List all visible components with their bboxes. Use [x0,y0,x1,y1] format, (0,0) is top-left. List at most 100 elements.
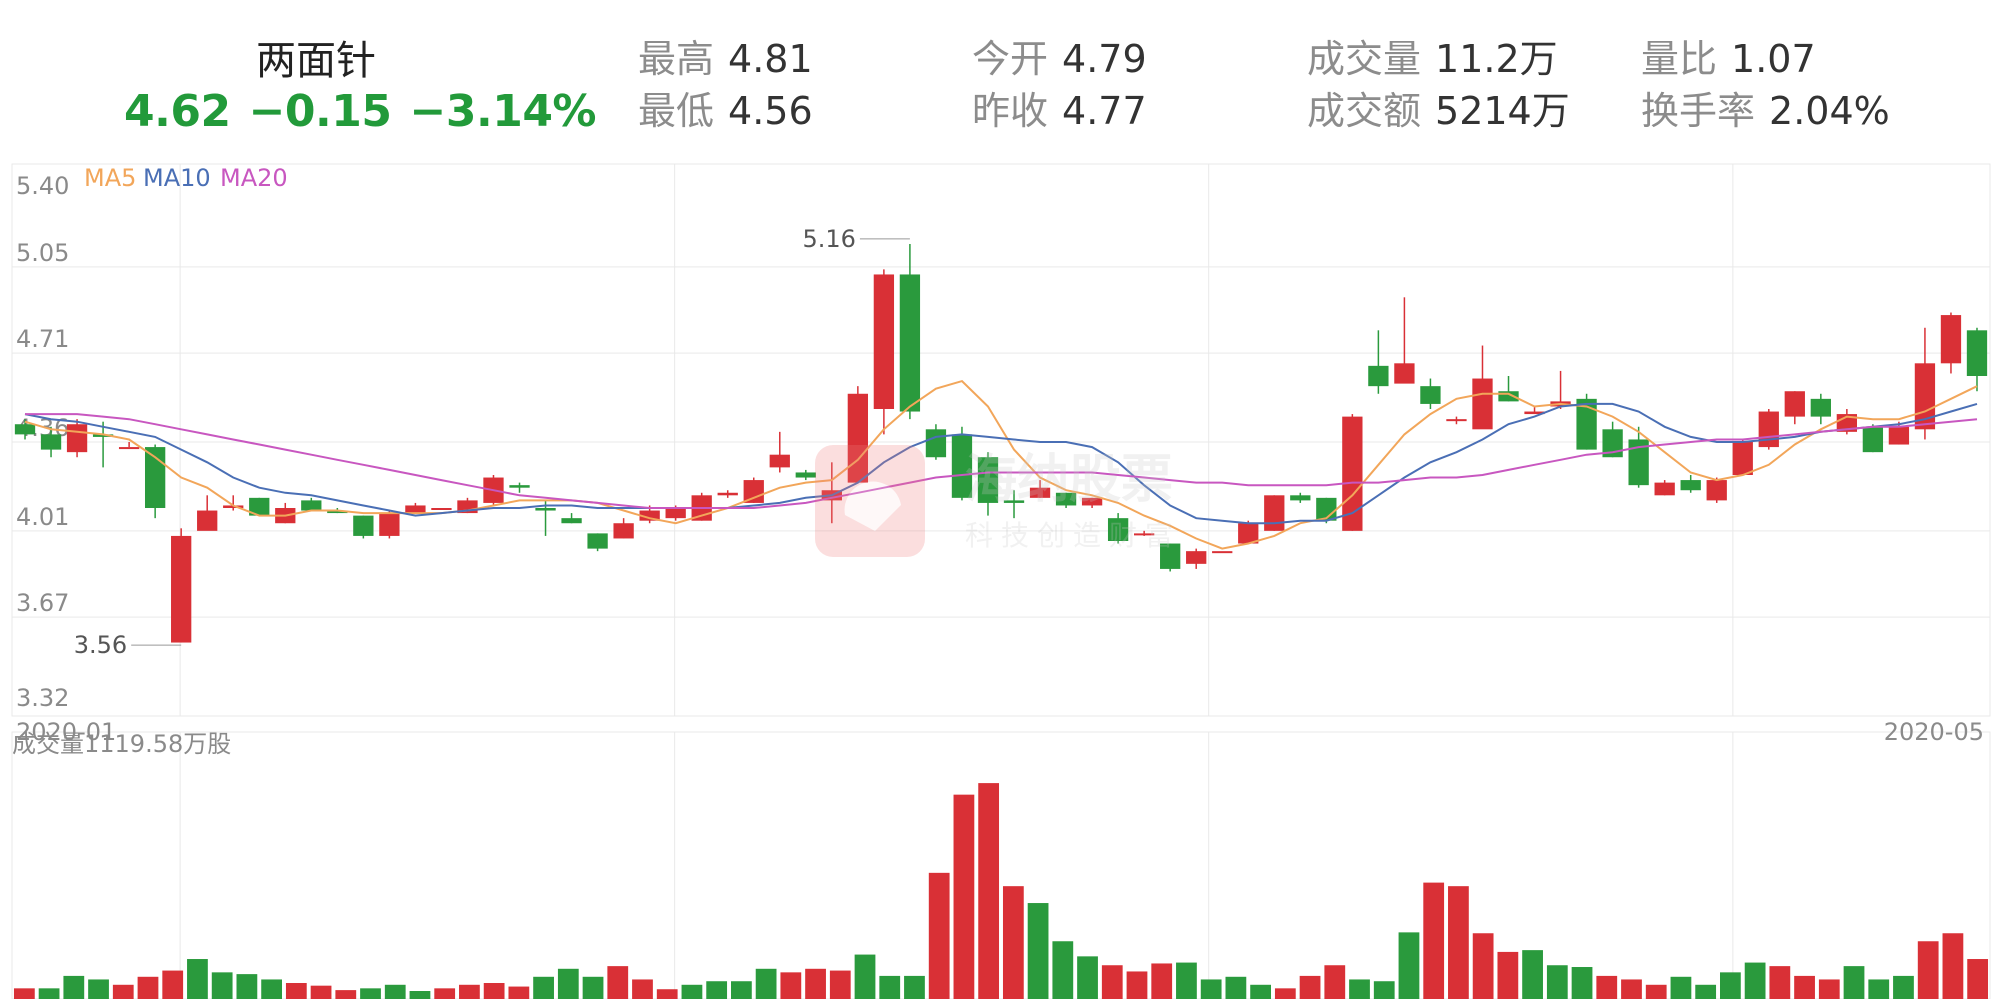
candle-body [769,454,790,468]
candle-body [118,447,140,450]
candle-body [639,510,660,521]
stat-turnover-amount: 成交额 5214万 [1307,80,1570,135]
volume-bar [879,975,901,999]
candle-body [1810,398,1831,417]
volume-bar [1299,975,1321,999]
volume-bar [1250,984,1271,999]
x-tick-label: 2020-05 [1884,718,1984,746]
volume-bar [1818,979,1840,999]
volume-bar [1670,976,1692,999]
volume-bar [137,976,159,999]
volume-bar [1448,886,1469,999]
volume-bar [1843,966,1865,999]
volume-bar [112,984,134,999]
stat-label: 成交量 [1307,37,1422,81]
volume-bar [1324,965,1346,999]
y-tick-label: 4.01 [16,503,69,531]
volume-bar [13,988,35,999]
candle-body [14,424,36,435]
volume-bar [360,988,381,999]
stat-turnover-rate: 换手率 2.04% [1641,80,1890,135]
volume-bar [1052,941,1074,999]
volume-bar [1695,984,1717,999]
ma20-line [25,413,1978,509]
watermark-brand: 海纳股票 [965,450,1173,510]
stat-label: 最低 [638,89,715,133]
candle-body [1940,315,1962,364]
volume-bar [978,783,1000,999]
price-change-pct: −3.14% [409,86,597,137]
candle-body [197,510,218,531]
volume-bar [310,985,332,999]
volume-bar [335,990,357,999]
volume-bar [904,975,925,999]
stat-value: 4.81 [728,37,813,81]
volume-bar [829,970,851,999]
candle-body [1498,391,1519,402]
volume-bar [607,966,629,999]
quote-header: 两面针 4.62 −0.15 −3.14% 最高 4.81 最低 4.56 今开 4.79… [0,0,2001,160]
volume-bar [953,794,975,999]
candle-body [1290,495,1311,501]
volume-bar [780,972,802,999]
legend-item: MA5 [84,164,136,192]
legend-item: MA20 [220,164,288,192]
volume-panel-frame [11,731,1991,999]
candle-body [431,508,452,510]
volume-bar [236,974,258,999]
candle-body [1732,442,1753,475]
volume-bar [1868,979,1890,999]
volume-bar [459,984,480,999]
candle-body [665,508,686,519]
candle-body [1160,543,1181,569]
volume-bar [632,979,653,999]
volume-bar [1546,965,1568,999]
volume-bar [1200,979,1222,999]
price-line: 4.62 −0.15 −3.14% [124,86,614,137]
candle-body [1472,378,1493,430]
y-tick-label: 4.71 [16,325,69,353]
volume-bar [1967,959,1989,999]
candle-body [1524,411,1545,415]
stock-name: 两面针 [256,38,376,84]
candle-body [223,505,244,508]
stat-label: 今开 [972,37,1049,81]
candle-body [587,533,608,549]
candle-body [379,513,400,536]
volume-bar [1225,976,1247,999]
volume-bar [1571,967,1593,999]
candle-body [40,434,62,450]
legend-item: MA10 [143,164,211,192]
y-tick-label: 5.05 [16,239,69,267]
volume-bar [1126,971,1148,999]
annotation-label: 5.16 [802,225,855,253]
volume-bar [928,872,950,999]
volume-bar [1893,975,1914,999]
ma5-line [24,379,1978,550]
stat-value: 4.79 [1062,37,1147,81]
volume-bar [1497,951,1519,999]
y-tick-label: 3.67 [16,589,69,617]
volume-bar [656,989,678,999]
candle-body [1888,426,1910,445]
watermark-badge [815,445,925,557]
volume-bar [1101,965,1123,999]
candle-body [1133,533,1155,536]
candle-body [1264,495,1285,531]
candle-body [1186,551,1207,564]
volume-bar [508,986,530,999]
candle-body [1394,363,1415,384]
volume-bar [557,968,579,999]
stat-label: 量比 [1641,37,1718,81]
stat-value: 2.04% [1769,89,1890,133]
volume-bar [1744,962,1766,999]
candle-body [1107,518,1129,541]
volume-bar [1349,979,1370,999]
volume-bar [805,968,826,999]
candle-body [899,274,921,412]
candle-body [509,485,530,488]
candle-body [1784,391,1805,417]
candle-body [561,518,582,524]
volume-bar [1596,975,1618,999]
